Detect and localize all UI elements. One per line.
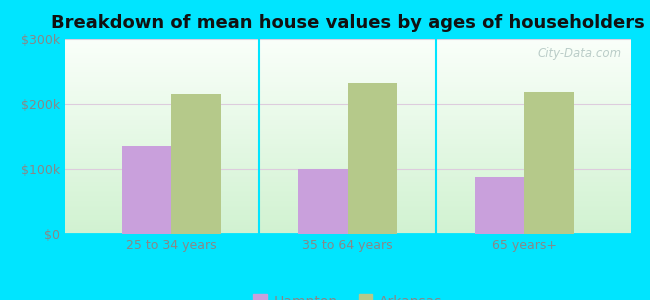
Bar [475,178,525,234]
Bar [348,83,397,234]
Bar [525,92,574,234]
Bar [122,146,171,234]
Legend: Hampton, Arkansas: Hampton, Arkansas [253,295,443,300]
Bar [298,169,348,234]
Text: City-Data.com: City-Data.com [538,47,622,60]
Bar [171,94,220,234]
Title: Breakdown of mean house values by ages of householders: Breakdown of mean house values by ages o… [51,14,645,32]
